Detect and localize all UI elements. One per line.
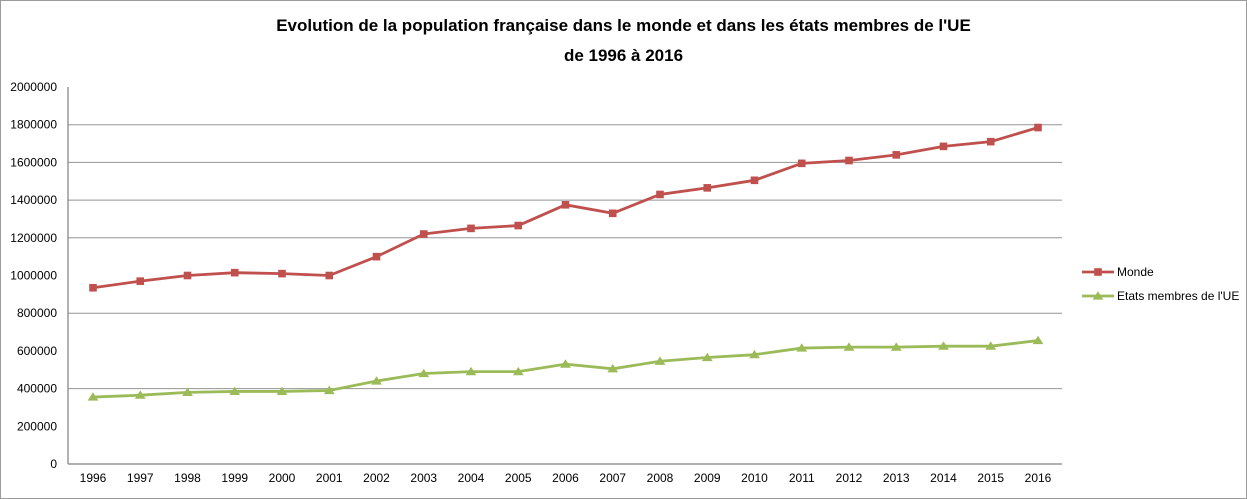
x-tick-label: 2014 bbox=[930, 471, 957, 485]
x-tick-label: 2009 bbox=[694, 471, 721, 485]
y-tick-label: 1800000 bbox=[10, 118, 57, 132]
x-tick-label: 2010 bbox=[741, 471, 768, 485]
x-tick-label: 2012 bbox=[836, 471, 863, 485]
x-tick-label: 2002 bbox=[363, 471, 390, 485]
data-point-marker-monde bbox=[797, 159, 806, 168]
x-tick-label: 1998 bbox=[174, 471, 201, 485]
data-point-marker-etats-membres-de-l-ue bbox=[229, 386, 241, 396]
x-tick-label: 2016 bbox=[1025, 471, 1052, 485]
x-tick-label: 2013 bbox=[883, 471, 910, 485]
y-tick-label: 200000 bbox=[17, 419, 57, 433]
data-point-marker-etats-membres-de-l-ue bbox=[276, 386, 288, 396]
data-point-marker-etats-membres-de-l-ue bbox=[654, 356, 666, 365]
data-point-marker-etats-membres-de-l-ue bbox=[749, 349, 760, 359]
chart-title: Evolution de la population française dan… bbox=[1, 11, 1246, 71]
data-point-marker-etats-membres-de-l-ue bbox=[890, 342, 902, 351]
data-point-marker-monde bbox=[136, 277, 145, 285]
data-point-marker-monde bbox=[278, 269, 286, 278]
data-point-marker-etats-membres-de-l-ue bbox=[418, 368, 430, 378]
data-point-marker-monde bbox=[514, 221, 523, 230]
data-point-marker-monde bbox=[986, 137, 995, 146]
data-point-marker-etats-membres-de-l-ue bbox=[1032, 335, 1044, 345]
legend-marker-etats-membres-de-l-ue bbox=[1092, 291, 1104, 300]
x-tick-label: 2005 bbox=[505, 471, 532, 485]
y-tick-label: 600000 bbox=[17, 344, 57, 358]
data-point-marker-monde bbox=[561, 201, 570, 209]
data-point-marker-etats-membres-de-l-ue bbox=[607, 364, 619, 373]
data-point-marker-etats-membres-de-l-ue bbox=[843, 342, 855, 351]
data-point-marker-etats-membres-de-l-ue bbox=[560, 359, 571, 368]
data-point-marker-etats-membres-de-l-ue bbox=[323, 385, 335, 395]
x-tick-label: 1997 bbox=[127, 471, 154, 485]
x-tick-label: 2008 bbox=[647, 471, 674, 485]
x-tick-label: 1999 bbox=[221, 471, 248, 485]
data-point-marker-monde bbox=[892, 151, 901, 159]
data-point-marker-monde bbox=[750, 176, 759, 185]
y-tick-label: 1200000 bbox=[10, 231, 57, 245]
data-point-marker-monde bbox=[845, 156, 853, 165]
y-tick-label: 2000000 bbox=[10, 80, 57, 94]
data-point-marker-monde bbox=[372, 252, 381, 261]
data-point-marker-monde bbox=[183, 271, 192, 280]
y-tick-label: 800000 bbox=[17, 306, 57, 320]
data-point-marker-monde bbox=[89, 283, 97, 292]
data-point-marker-monde bbox=[656, 190, 664, 199]
data-point-marker-etats-membres-de-l-ue bbox=[512, 366, 524, 376]
data-point-marker-monde bbox=[325, 271, 334, 280]
y-tick-label: 1400000 bbox=[10, 193, 57, 207]
data-point-marker-etats-membres-de-l-ue bbox=[985, 341, 997, 350]
data-point-marker-etats-membres-de-l-ue bbox=[182, 387, 193, 396]
data-point-marker-etats-membres-de-l-ue bbox=[134, 390, 146, 399]
y-tick-label: 1600000 bbox=[10, 155, 57, 169]
data-point-marker-monde bbox=[1034, 123, 1042, 132]
data-point-marker-monde bbox=[467, 224, 475, 233]
x-tick-label: 2000 bbox=[269, 471, 296, 485]
y-tick-label: 1000000 bbox=[10, 269, 57, 283]
data-point-marker-etats-membres-de-l-ue bbox=[371, 376, 382, 385]
x-tick-label: 2001 bbox=[316, 471, 343, 485]
x-tick-label: 2004 bbox=[458, 471, 485, 485]
x-tick-label: 2007 bbox=[599, 471, 626, 485]
data-point-marker-monde bbox=[939, 142, 948, 151]
data-point-marker-etats-membres-de-l-ue bbox=[938, 341, 949, 350]
data-point-marker-monde bbox=[419, 230, 428, 238]
y-tick-label: 400000 bbox=[17, 382, 57, 396]
legend-marker-monde bbox=[1094, 268, 1102, 276]
x-tick-label: 2011 bbox=[789, 471, 815, 485]
y-tick-label: 0 bbox=[50, 457, 57, 471]
legend-label-etats-membres-de-l-ue: Etats membres de l'UE bbox=[1117, 289, 1239, 303]
data-point-marker-monde bbox=[608, 209, 617, 218]
x-tick-label: 2015 bbox=[977, 471, 1004, 485]
data-point-marker-etats-membres-de-l-ue bbox=[87, 392, 99, 401]
data-point-marker-monde bbox=[703, 184, 712, 192]
x-tick-label: 2003 bbox=[410, 471, 437, 485]
chart-title-line-1: Evolution de la population française dan… bbox=[276, 16, 971, 35]
data-point-marker-monde bbox=[230, 268, 239, 277]
data-point-marker-etats-membres-de-l-ue bbox=[465, 366, 477, 376]
x-tick-label: 1996 bbox=[80, 471, 107, 485]
data-point-marker-etats-membres-de-l-ue bbox=[796, 343, 808, 352]
data-point-marker-etats-membres-de-l-ue bbox=[701, 352, 713, 362]
legend-label-monde: Monde bbox=[1117, 265, 1154, 279]
chart-title-line-2: de 1996 à 2016 bbox=[563, 46, 684, 65]
x-tick-label: 2006 bbox=[552, 471, 579, 485]
